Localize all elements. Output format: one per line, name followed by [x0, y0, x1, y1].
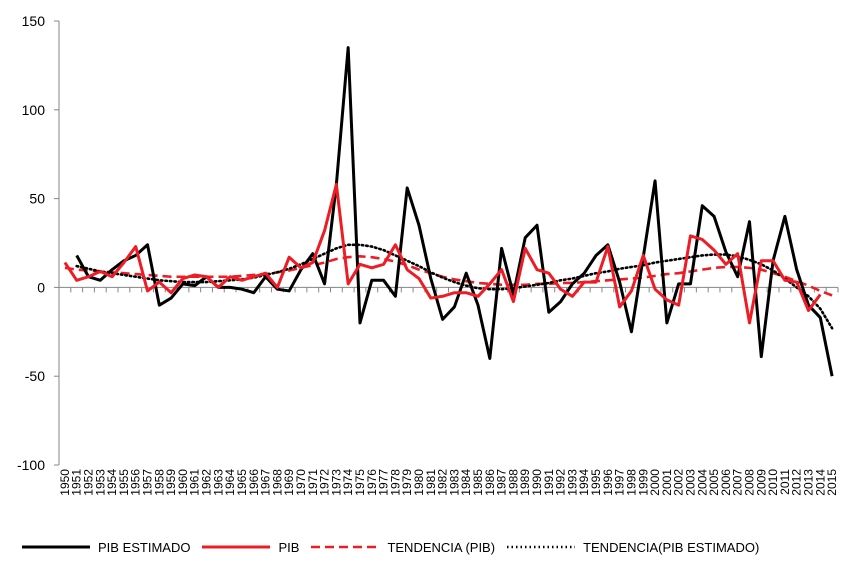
y-tick-label: 50 [29, 191, 45, 207]
x-tick-label: 1961 [188, 469, 202, 496]
x-tick-label: 1989 [518, 469, 532, 496]
x-tick-label: 1996 [601, 469, 615, 496]
x-tick-label: 1956 [129, 469, 143, 496]
legend-swatch [22, 545, 90, 549]
x-tick-label: 1988 [506, 469, 520, 496]
x-tick-label: 2015 [825, 469, 839, 496]
x-tick-label: 2007 [731, 469, 745, 496]
legend: PIB ESTIMADO PIB TENDENCIA (PIB) TENDENCIA(… [20, 536, 840, 558]
x-tick-label: 1974 [341, 469, 355, 496]
x-tick-label: 1957 [141, 469, 155, 496]
series-layer [63, 46, 834, 377]
x-tick-label: 1994 [577, 469, 591, 496]
x-tick-label: 1951 [70, 469, 84, 496]
x-tick-label: 2011 [778, 469, 792, 495]
y-axis: 150 100 50 0 -50 -100 [17, 13, 60, 473]
x-tick-label: 1972 [318, 469, 332, 496]
x-tick-label: 1958 [152, 469, 166, 496]
legend-swatch [507, 545, 576, 549]
x-tick-label: 2002 [672, 469, 686, 496]
x-tick-label: 2009 [754, 469, 768, 496]
series-line-tendencia-pib-estimado [75, 243, 834, 330]
x-tick-label: 1959 [164, 469, 178, 496]
series-line-pib-estimado [75, 46, 834, 377]
x-tick-label: 1999 [636, 469, 650, 496]
x-tick-label: 1970 [294, 469, 308, 496]
x-axis: 1950195119521953195419551956195719581959… [58, 286, 839, 496]
x-tick-label: 1960 [176, 469, 190, 496]
legend-swatch [311, 545, 380, 549]
x-tick-label: 1977 [377, 469, 391, 496]
x-tick-label: 2003 [683, 469, 697, 496]
x-tick-label: 2013 [801, 469, 815, 496]
x-tick-label: 2004 [695, 469, 709, 496]
series-line-pib [63, 182, 822, 325]
legend-swatch [202, 545, 271, 549]
legend-item-pib: PIB [200, 540, 299, 555]
x-tick-label: 1986 [483, 469, 497, 496]
x-tick-label: 1973 [329, 469, 343, 496]
y-tick-label: -100 [17, 457, 45, 473]
y-tick-label: 100 [22, 102, 46, 118]
x-tick-label: 1979 [400, 469, 414, 496]
legend-label: PIB ESTIMADO [98, 539, 191, 555]
x-tick-label: 1967 [259, 469, 273, 496]
x-tick-label: 2008 [742, 469, 756, 496]
x-tick-label: 1971 [306, 469, 320, 496]
x-tick-label: 2010 [766, 469, 780, 496]
x-tick-label: 2000 [648, 469, 662, 496]
x-tick-label: 1981 [424, 469, 438, 496]
legend-label: TENDENCIA (PIB) [387, 539, 496, 555]
x-tick-label: 2014 [813, 469, 827, 496]
y-tick-label: 150 [22, 13, 46, 29]
x-tick-label: 2012 [790, 469, 804, 496]
legend-item-pib-estimado: PIB ESTIMADO [20, 540, 190, 555]
x-tick-label: 1964 [223, 469, 237, 496]
x-tick-label: 1982 [436, 469, 450, 496]
legend-label: PIB [278, 539, 300, 555]
x-tick-label: 1965 [235, 469, 249, 496]
x-tick-label: 1998 [624, 469, 638, 496]
y-tick-label: -50 [25, 368, 45, 384]
x-tick-label: 1978 [388, 469, 402, 496]
x-tick-label: 1975 [353, 469, 367, 496]
x-tick-label: 2001 [660, 469, 674, 496]
x-tick-label: 1968 [270, 469, 284, 496]
legend-item-tendencia-pib-estimado: TENDENCIA(PIB ESTIMADO) [505, 540, 759, 555]
x-tick-label: 1953 [93, 469, 107, 496]
x-tick-label: 1963 [211, 469, 225, 496]
x-tick-label: 1955 [117, 469, 131, 496]
x-tick-label: 1997 [613, 469, 627, 496]
x-tick-label: 1992 [554, 469, 568, 496]
x-tick-label: 1983 [447, 469, 461, 496]
x-tick-label: 1980 [412, 469, 426, 496]
x-tick-label: 1962 [200, 469, 214, 496]
x-tick-label: 1950 [58, 469, 72, 496]
x-tick-label: 2005 [707, 469, 721, 496]
x-tick-label: 1995 [589, 469, 603, 496]
x-tick-label: 1991 [542, 469, 556, 496]
x-tick-label: 1969 [282, 469, 296, 496]
x-tick-label: 1985 [471, 469, 485, 496]
x-tick-label: 1993 [565, 469, 579, 496]
y-tick-label: 0 [37, 279, 45, 295]
x-tick-label: 2006 [719, 469, 733, 496]
x-tick-label: 1990 [530, 469, 544, 496]
x-tick-label: 1954 [105, 469, 119, 496]
x-tick-label: 1987 [495, 469, 509, 496]
legend-item-tendencia-pib: TENDENCIA (PIB) [309, 540, 495, 555]
legend-label: TENDENCIA(PIB ESTIMADO) [583, 539, 760, 555]
x-tick-label: 1952 [82, 469, 96, 496]
x-tick-label: 1984 [459, 469, 473, 496]
x-tick-label: 1966 [247, 469, 261, 496]
x-tick-label: 1976 [365, 469, 379, 496]
